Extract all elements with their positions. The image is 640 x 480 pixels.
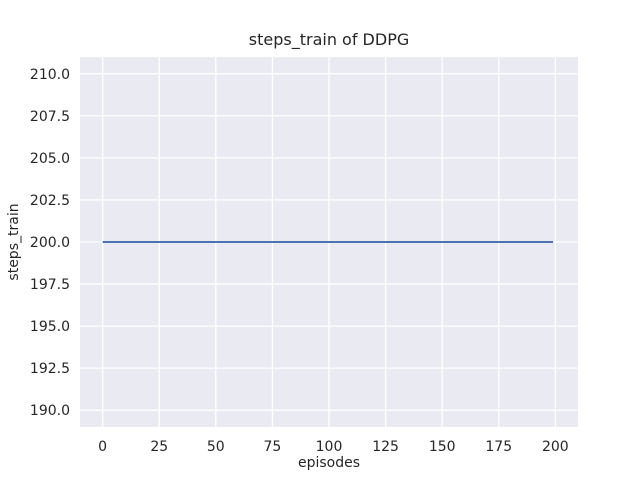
x-tick-label: 75: [263, 439, 281, 455]
y-tick-label: 205.0: [30, 151, 70, 167]
y-tick-label: 197.5: [30, 277, 70, 293]
x-tick-label: 0: [98, 439, 107, 455]
x-axis-label: episodes: [297, 455, 361, 471]
y-tick-label: 195.0: [30, 319, 70, 335]
x-tick-label: 25: [150, 439, 168, 455]
y-tick-label: 207.5: [30, 109, 70, 125]
x-tick-label: 100: [316, 439, 343, 455]
x-tick-label: 125: [372, 439, 399, 455]
x-tick-label: 200: [542, 439, 569, 455]
x-tick-label: 50: [207, 439, 225, 455]
y-tick-label: 190.0: [30, 403, 70, 419]
y-tick-label: 200.0: [30, 235, 70, 251]
x-tick-label: 150: [429, 439, 456, 455]
y-axis-label: steps_train: [6, 203, 22, 281]
chart-title: steps_train of DDPG: [248, 30, 410, 49]
y-tick-label: 202.5: [30, 193, 70, 209]
y-tick-label: 192.5: [30, 361, 70, 377]
y-tick-label: 210.0: [30, 67, 70, 83]
x-tick-label: 175: [485, 439, 512, 455]
